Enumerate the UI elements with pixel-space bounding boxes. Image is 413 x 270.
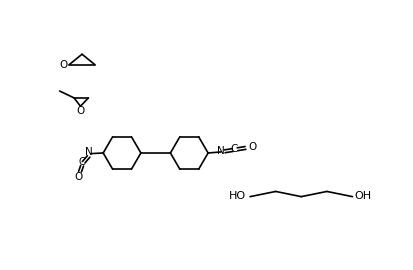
Text: OH: OH xyxy=(354,191,372,201)
Text: C: C xyxy=(78,157,85,167)
Text: N: N xyxy=(217,146,225,156)
Text: O: O xyxy=(59,60,68,70)
Text: C: C xyxy=(230,144,237,154)
Text: N: N xyxy=(85,147,93,157)
Text: O: O xyxy=(76,106,85,116)
Text: O: O xyxy=(75,172,83,182)
Text: HO: HO xyxy=(229,191,247,201)
Text: O: O xyxy=(248,142,256,152)
